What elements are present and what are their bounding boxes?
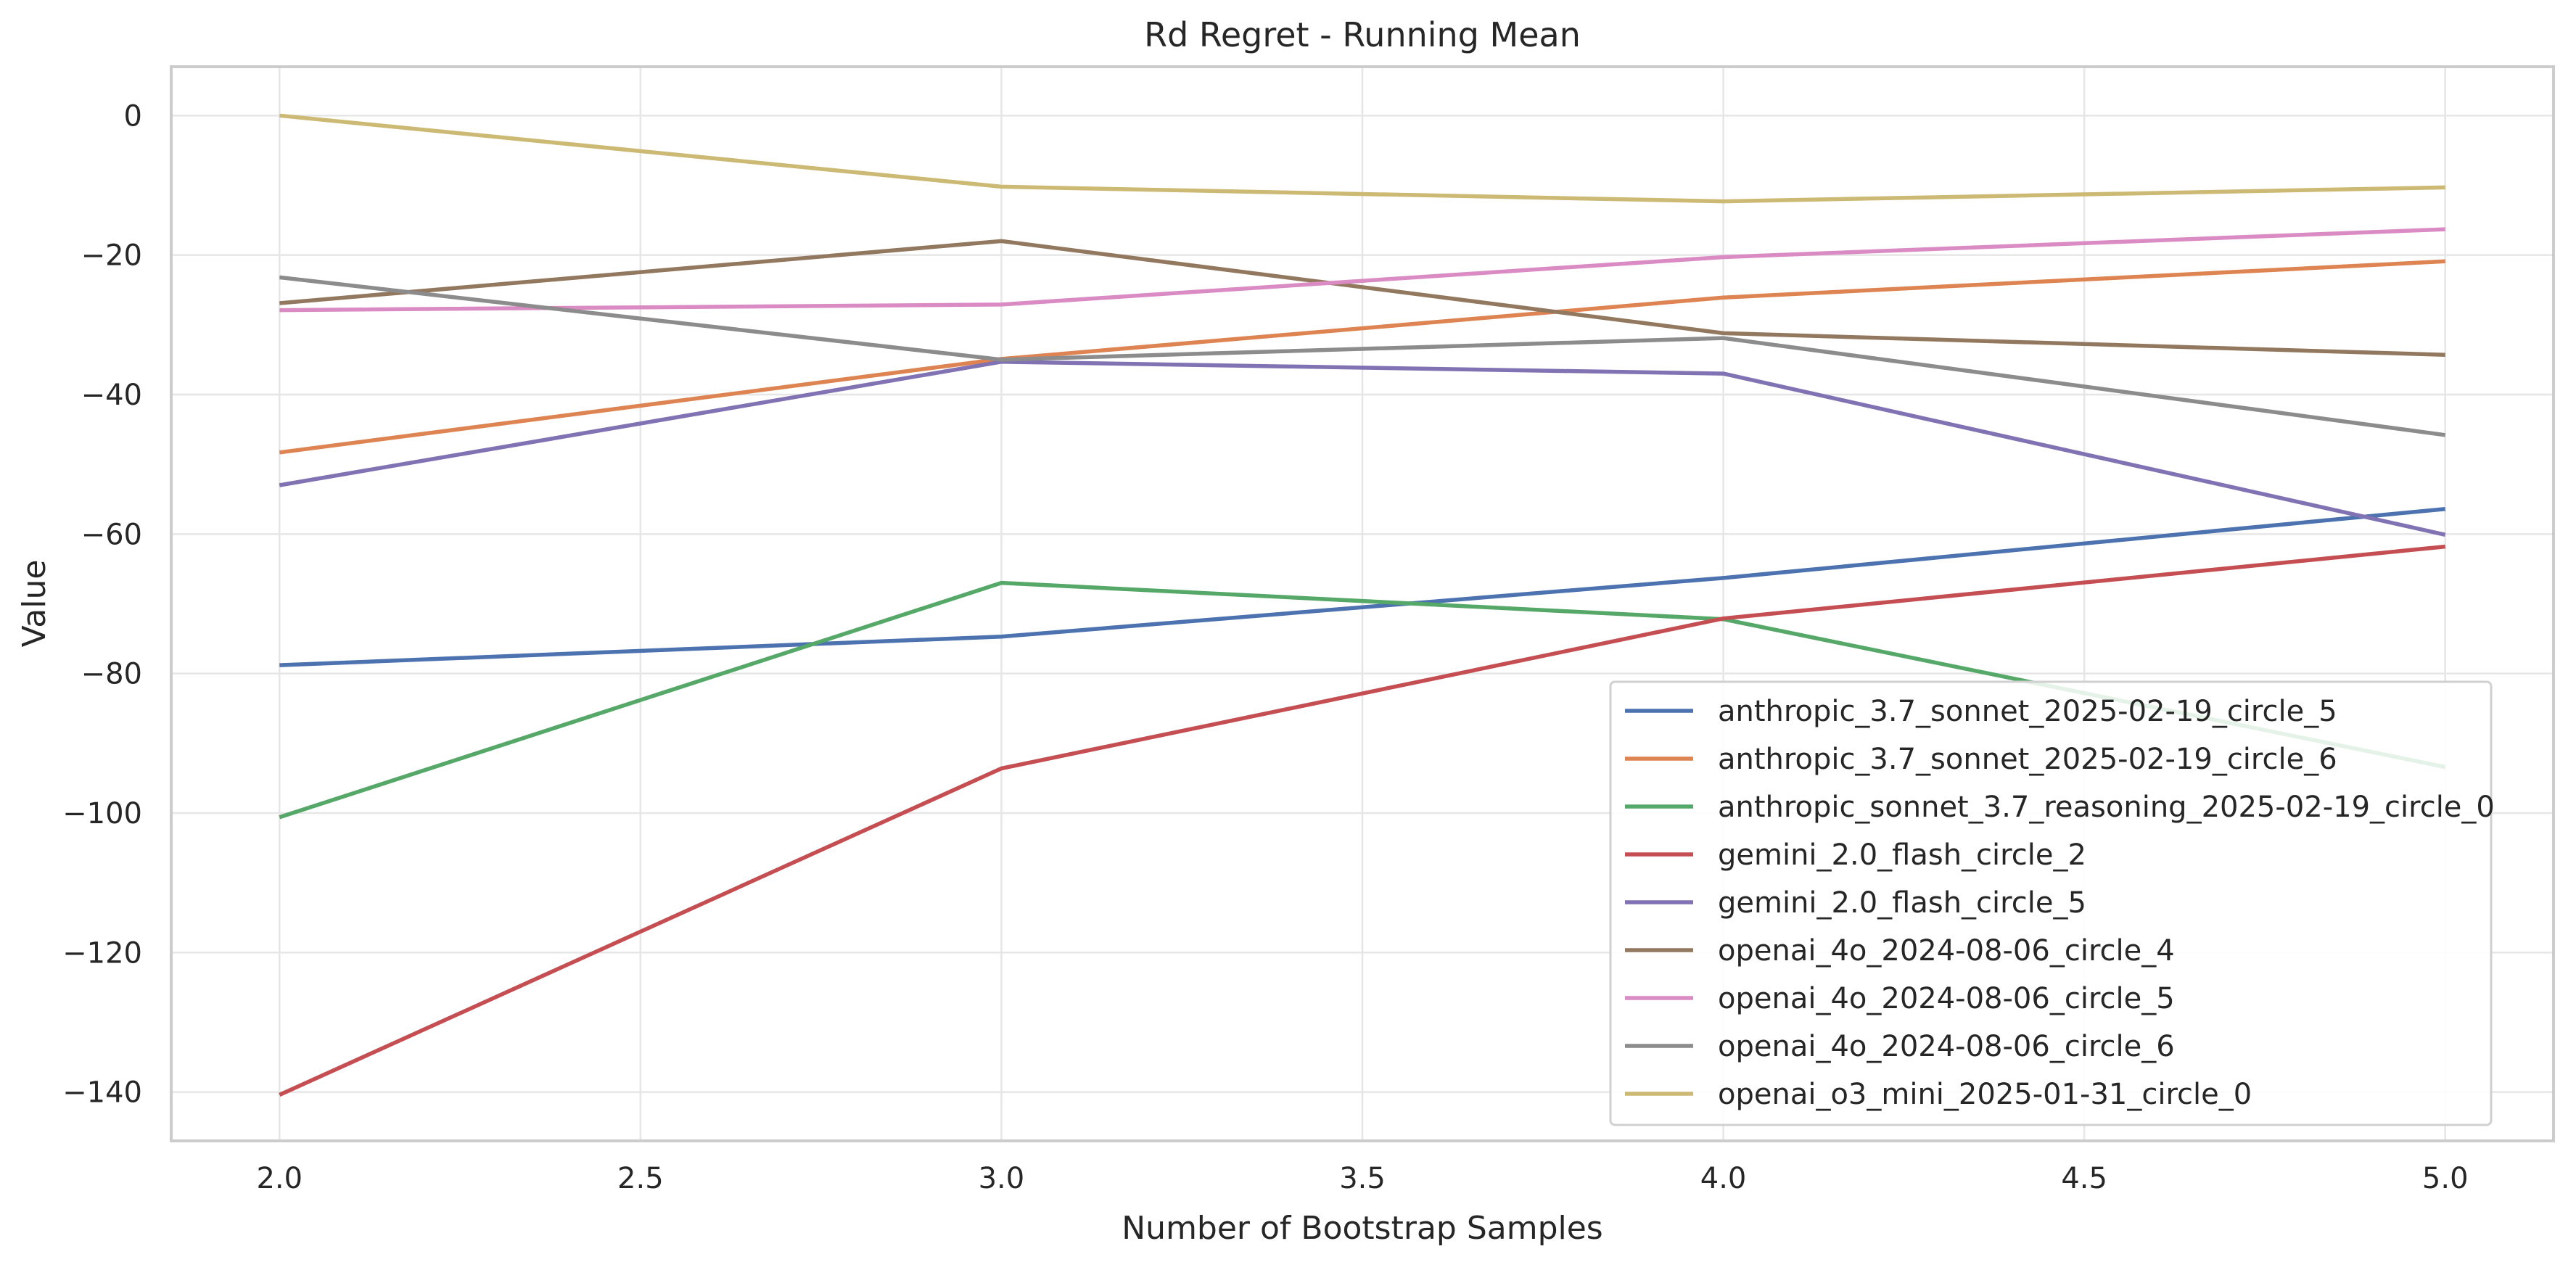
- x-tick-label: 2.0: [256, 1162, 303, 1195]
- y-axis-label: Value: [16, 560, 53, 648]
- series-line-1: [279, 506, 2445, 667]
- series-line-9: [279, 113, 2445, 204]
- legend-label: gemini_2.0_flash_circle_5: [1718, 886, 2086, 920]
- y-tick-label: −40: [81, 379, 142, 412]
- series-line-5: [279, 360, 2446, 537]
- legend-label: openai_4o_2024-08-06_circle_6: [1718, 1030, 2175, 1063]
- y-tick-label: 0: [124, 99, 142, 133]
- series-line-2: [279, 259, 2445, 455]
- x-tick-label: 3.0: [979, 1162, 1025, 1195]
- series-lines: [279, 113, 2446, 1097]
- y-tick-label: −120: [62, 936, 142, 970]
- x-tick-label: 2.5: [617, 1162, 664, 1195]
- x-tick-label: 4.0: [1700, 1162, 1747, 1195]
- series-line-6: [279, 239, 2445, 357]
- legend: anthropic_3.7_sonnet_2025-02-19_circle_5…: [1609, 680, 2495, 1126]
- y-tick-label: −100: [62, 797, 142, 830]
- legend-label: openai_4o_2024-08-06_circle_4: [1718, 934, 2175, 968]
- series-line-7: [279, 227, 2445, 313]
- x-tick-label: 5.0: [2422, 1162, 2469, 1195]
- x-tick-label: 4.5: [2061, 1162, 2107, 1195]
- legend-label: openai_4o_2024-08-06_circle_5: [1718, 982, 2175, 1015]
- y-tick-label: −60: [81, 518, 142, 551]
- series-line-4: [279, 544, 2445, 1097]
- legend-label: anthropic_3.7_sonnet_2025-02-19_circle_6: [1718, 743, 2337, 776]
- plot-frame: [170, 65, 2555, 1142]
- legend-label: openai_o3_mini_2025-01-31_circle_0: [1718, 1078, 2252, 1111]
- legend-box: [1609, 680, 2493, 1126]
- chart-title: Rd Regret - Running Mean: [1144, 15, 1581, 54]
- x-tick-label: 3.5: [1339, 1162, 1386, 1195]
- y-tick-label: −20: [81, 239, 142, 273]
- y-tick-label: −140: [62, 1076, 142, 1110]
- series-line-8: [279, 275, 2446, 437]
- x-axis-ticks: 2.0 2.5 3.0 3.5 4.0 4.5 5.0: [256, 1162, 2468, 1195]
- y-axis-ticks: 0 −20 −40 −60 −80 −100 −120 −140: [62, 99, 142, 1109]
- y-tick-label: −80: [81, 658, 142, 691]
- legend-label: gemini_2.0_flash_circle_2: [1718, 838, 2086, 872]
- legend-label: anthropic_3.7_sonnet_2025-02-19_circle_5: [1718, 695, 2337, 728]
- legend-label: anthropic_sonnet_3.7_reasoning_2025-02-1…: [1718, 791, 2495, 824]
- x-axis-label: Number of Bootstrap Samples: [1122, 1210, 1602, 1247]
